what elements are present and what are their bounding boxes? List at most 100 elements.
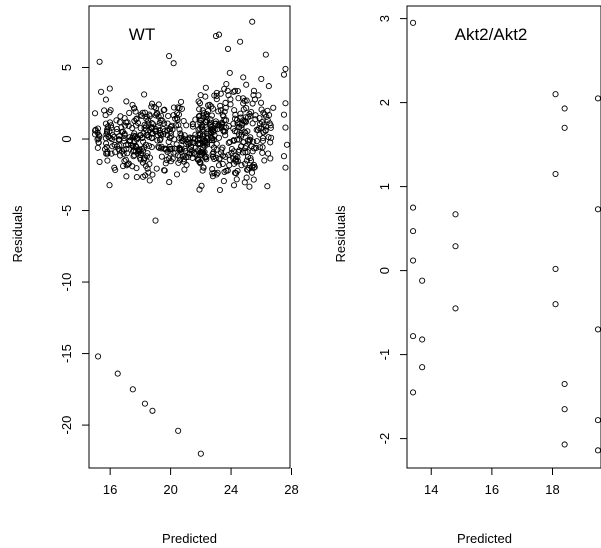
data-point — [121, 157, 128, 165]
data-point — [236, 147, 243, 154]
data-point — [235, 95, 242, 102]
data-point — [177, 157, 184, 164]
data-point — [202, 137, 209, 144]
data-point — [142, 172, 149, 179]
data-point — [165, 112, 172, 120]
data-point — [163, 146, 170, 153]
data-point — [95, 139, 102, 146]
data-point — [146, 177, 153, 184]
panel-title: Akt2/Akt2 — [455, 25, 528, 44]
data-point — [258, 99, 265, 106]
data-point — [552, 170, 559, 178]
data-point — [202, 84, 209, 91]
data-point — [95, 353, 102, 360]
data-point — [268, 134, 275, 141]
data-point — [215, 134, 222, 141]
data-point — [120, 146, 127, 153]
data-point — [256, 120, 264, 127]
data-point — [249, 100, 256, 107]
data-point — [195, 98, 202, 105]
panel-wt: WT 16 20 24 28 5 0 -5 -10 -15 -20 Predicted Residual… — [10, 5, 299, 546]
data-point — [226, 138, 233, 145]
data-point — [226, 156, 233, 163]
data-point — [157, 135, 164, 142]
data-point — [250, 161, 258, 168]
data-point — [114, 370, 121, 377]
data-point — [280, 71, 288, 78]
data-point — [182, 154, 190, 161]
data-point — [262, 123, 269, 130]
data-point — [561, 380, 568, 388]
data-point — [168, 133, 175, 140]
y-tick-label: 2 — [377, 99, 392, 106]
data-point — [227, 101, 234, 108]
y-tick-label: -2 — [377, 433, 392, 445]
data-point — [246, 137, 253, 144]
data-point — [102, 112, 109, 119]
data-point — [265, 83, 272, 90]
data-point — [243, 81, 250, 88]
data-point — [132, 108, 139, 115]
data-point — [209, 105, 216, 112]
data-point — [94, 144, 101, 151]
data-point — [197, 130, 204, 137]
data-point — [228, 149, 235, 156]
data-point — [104, 157, 111, 164]
data-point — [199, 121, 206, 129]
data-point — [220, 127, 227, 134]
data-point — [141, 124, 148, 132]
data-point — [146, 111, 153, 118]
data-point — [252, 112, 259, 119]
data-point — [172, 122, 179, 129]
data-point — [215, 162, 223, 169]
data-point — [122, 156, 129, 163]
data-point — [136, 146, 143, 153]
data-point — [207, 116, 214, 123]
data-point — [265, 150, 272, 157]
data-point — [167, 158, 174, 165]
data-point — [165, 138, 172, 145]
data-point — [230, 120, 237, 127]
data-point — [248, 169, 256, 176]
data-point — [155, 143, 162, 150]
y-tick-label: -15 — [59, 344, 74, 363]
data-point — [151, 103, 158, 111]
data-point — [196, 100, 204, 107]
data-point — [219, 160, 226, 167]
data-point — [141, 91, 148, 98]
data-point — [103, 140, 110, 147]
data-point — [227, 96, 234, 103]
data-point — [146, 154, 153, 161]
data-point — [137, 156, 144, 163]
data-point — [223, 80, 230, 88]
data-point — [213, 89, 220, 96]
data-point — [419, 277, 426, 284]
data-point — [238, 162, 245, 169]
data-point — [94, 136, 101, 143]
data-point — [264, 183, 271, 190]
data-point — [192, 116, 199, 123]
data-point — [181, 166, 188, 173]
data-point — [141, 400, 148, 407]
data-point — [131, 105, 138, 112]
data-point — [250, 138, 257, 145]
data-point — [452, 305, 459, 312]
data-point — [233, 116, 241, 123]
data-point — [212, 120, 220, 127]
data-point — [181, 152, 188, 159]
data-point — [204, 135, 211, 142]
plot-frame — [88, 5, 291, 469]
data-point — [214, 126, 221, 133]
data-point — [178, 105, 185, 112]
data-point — [561, 441, 568, 448]
data-point — [419, 364, 426, 371]
data-point — [283, 141, 290, 148]
data-point — [238, 143, 245, 150]
data-point — [207, 122, 214, 129]
data-point — [267, 155, 274, 162]
data-point — [218, 123, 225, 130]
data-point — [282, 124, 289, 131]
data-point — [261, 111, 268, 118]
data-point — [119, 128, 126, 135]
data-point — [95, 135, 102, 142]
